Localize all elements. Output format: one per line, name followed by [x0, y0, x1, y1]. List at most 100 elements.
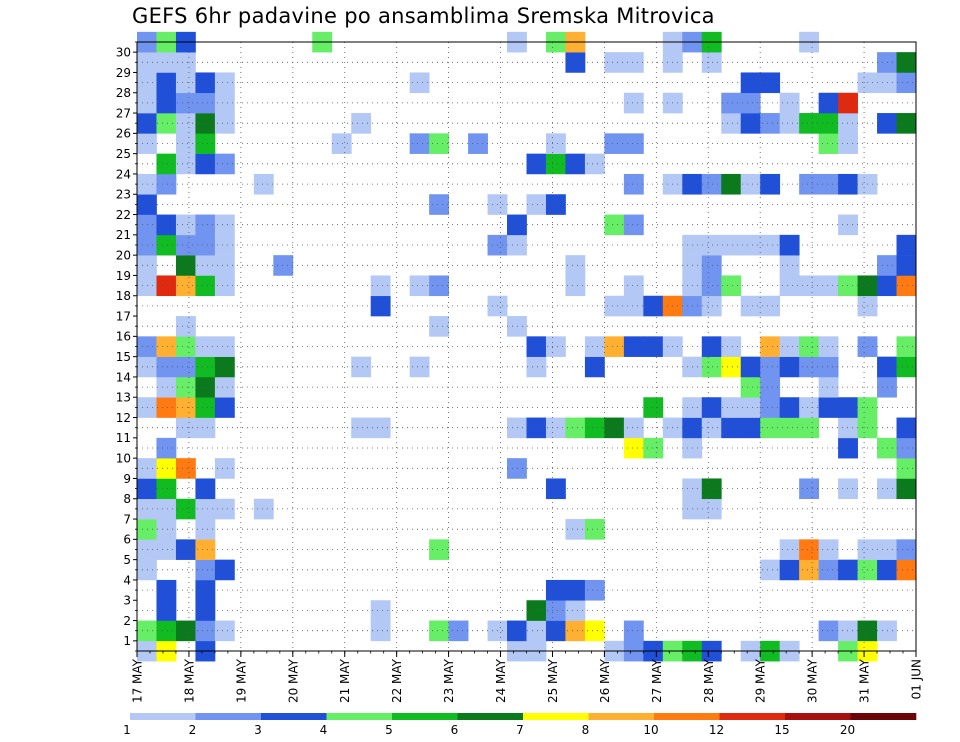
heatmap-cell — [137, 275, 157, 297]
heatmap-cell — [156, 92, 177, 114]
legend-level-label: 1 — [123, 723, 131, 737]
heatmap-cell — [214, 72, 235, 94]
y-tick-label: 20 — [116, 248, 131, 262]
heatmap-cell — [701, 52, 722, 73]
legend-level-label: 15 — [774, 723, 789, 737]
heatmap-cell — [507, 620, 527, 642]
heatmap-cell — [214, 376, 235, 398]
heatmap-cell — [877, 72, 897, 94]
heatmap-cell — [760, 336, 781, 357]
heatmap-cell — [545, 417, 566, 439]
heatmap-cell — [779, 92, 800, 114]
heatmap-cell — [721, 397, 742, 418]
heatmap-cell — [740, 295, 761, 317]
heatmap-cell — [565, 275, 586, 297]
heatmap-cell — [701, 234, 722, 256]
heatmap-cell — [429, 620, 449, 642]
legend-swatch — [457, 713, 524, 720]
legend-level-label: 7 — [516, 723, 524, 737]
legend-swatch — [261, 713, 327, 720]
legend-swatch — [326, 713, 393, 720]
heatmap-cell — [156, 275, 177, 297]
y-tick-label: 1 — [123, 634, 131, 648]
heatmap-cell — [156, 437, 177, 459]
heatmap-cell — [214, 275, 235, 297]
heatmap-cell — [214, 458, 235, 479]
y-tick-label: 14 — [116, 370, 131, 384]
heatmap-cell — [604, 417, 625, 439]
heatmap-cell — [156, 234, 177, 256]
y-tick-label: 21 — [116, 228, 131, 242]
heatmap-cell — [799, 478, 820, 500]
heatmap-cell — [799, 417, 820, 439]
heatmap-cell — [331, 133, 352, 154]
heatmap-cell — [721, 113, 742, 134]
x-tick-label: 22 MAY — [390, 658, 404, 703]
heatmap-cell — [214, 255, 235, 276]
heatmap-cell — [370, 295, 391, 317]
heatmap-cell — [701, 498, 722, 520]
heatmap-cell — [760, 173, 781, 195]
y-tick-label: 6 — [123, 533, 131, 547]
heatmap-cell — [760, 397, 781, 418]
heatmap-cell — [701, 478, 722, 500]
heatmap-cell — [623, 620, 644, 642]
heatmap-cell — [195, 92, 216, 114]
legend-swatch — [130, 713, 196, 720]
legend-swatch — [392, 713, 458, 720]
heatmap-cell — [838, 133, 858, 154]
heatmap-cell — [760, 559, 781, 581]
heatmap-cell — [838, 113, 858, 134]
heatmap-cell — [701, 295, 722, 317]
heatmap-cell — [156, 113, 177, 134]
heatmap-cell — [565, 255, 586, 276]
heatmap-cell — [584, 336, 605, 357]
heatmap-cell — [896, 559, 917, 581]
heatmap-cell — [156, 478, 177, 500]
heatmap-cell — [137, 620, 157, 642]
heatmap-cell — [545, 133, 566, 154]
y-tick-label: 27 — [116, 106, 131, 120]
heatmap-cell — [740, 173, 761, 195]
heatmap-cell — [584, 579, 605, 601]
heatmap-cell — [526, 356, 547, 378]
x-tick-label: 31 MAY — [858, 658, 872, 703]
chart-title: GEFS 6hr padavine po ansamblima Sremska … — [132, 4, 715, 28]
y-tick-label: 11 — [116, 431, 131, 445]
legend-swatch — [588, 713, 655, 720]
heatmap-cell — [818, 559, 839, 581]
legend-swatch — [785, 713, 851, 720]
heatmap-cell — [779, 539, 800, 560]
heatmap-cell — [584, 620, 605, 642]
heatmap-cell — [740, 356, 761, 378]
heatmap-cell — [779, 113, 800, 134]
heatmap-cell — [565, 579, 586, 601]
x-tick-label: 23 MAY — [442, 658, 456, 703]
heatmap-cell — [779, 356, 800, 378]
heatmap-cell — [409, 356, 430, 378]
heatmap-cell — [214, 356, 235, 378]
heatmap-cell — [565, 519, 586, 540]
heatmap-cell — [779, 397, 800, 418]
heatmap-cell — [156, 376, 177, 398]
heatmap-cell — [156, 173, 177, 195]
heatmap-cell — [214, 559, 235, 581]
heatmap-cell — [214, 336, 235, 357]
heatmap-cell — [175, 255, 196, 276]
heatmap-cell — [565, 620, 586, 642]
heatmap-cell — [351, 113, 372, 134]
heatmap-cell — [643, 397, 664, 418]
heatmap-cell — [156, 458, 177, 479]
heatmap-cell — [137, 194, 157, 215]
heatmap-cell — [896, 356, 917, 378]
heatmap-cell — [896, 234, 917, 256]
heatmap-cell — [721, 234, 742, 256]
heatmap-cell — [175, 376, 196, 398]
heatmap-cell — [896, 72, 917, 94]
heatmap-cell — [565, 417, 586, 439]
heatmap-cell — [623, 295, 644, 317]
heatmap-cell — [214, 153, 235, 175]
heatmap-cell — [701, 336, 722, 357]
heatmap-cell — [740, 234, 761, 256]
heatmap-cell — [721, 92, 742, 114]
